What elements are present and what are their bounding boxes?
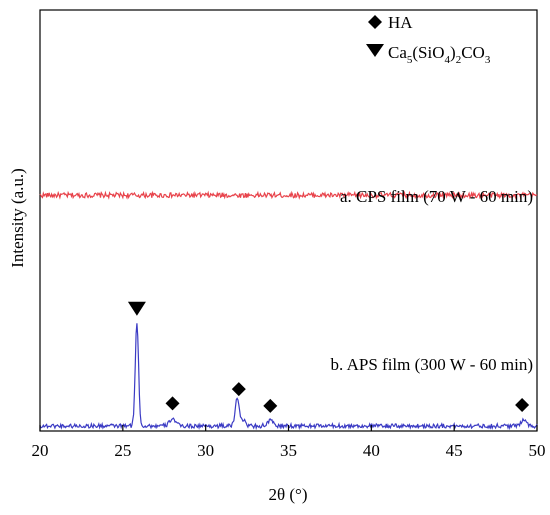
x-tick-label: 25 — [114, 441, 131, 460]
x-tick-label: 20 — [32, 441, 49, 460]
formula-part: (SiO — [412, 43, 444, 62]
diamond-marker — [165, 396, 180, 411]
diamond-marker — [263, 398, 278, 413]
x-tick-label: 30 — [197, 441, 214, 460]
series-a-annotation: a. CPS film (70 W - 60 min) — [340, 187, 533, 206]
formula-subscript: 5 — [407, 54, 413, 66]
formula-part: ) — [450, 43, 456, 62]
x-tick-label: 35 — [280, 441, 297, 460]
series-a-line — [39, 190, 538, 200]
legend: HA Ca5(SiO4)2CO3 — [366, 13, 491, 66]
y-axis-title: Intensity (a.u.) — [8, 168, 27, 268]
x-tick-label: 50 — [529, 441, 546, 460]
phase-markers — [127, 301, 530, 413]
formula-subscript: 4 — [445, 54, 451, 66]
diamond-marker — [231, 382, 246, 397]
formula-part: Ca — [388, 43, 407, 62]
legend-diamond-icon — [368, 15, 382, 29]
legend-label-ha: HA — [388, 13, 413, 32]
formula-subscript: 2 — [456, 54, 462, 66]
x-axis-title: 2θ (°) — [268, 485, 307, 504]
formula-subscript: 3 — [485, 54, 491, 66]
legend-label-carbonate: Ca5(SiO4)2CO3 — [388, 43, 491, 66]
diamond-marker — [515, 398, 530, 413]
x-axis: 20 25 30 35 40 45 50 — [32, 425, 546, 460]
legend-triangle-down-icon — [366, 44, 384, 57]
triangle-down-marker — [127, 301, 146, 316]
x-tick-label: 40 — [363, 441, 380, 460]
formula-part: CO — [461, 43, 485, 62]
x-tick-label: 45 — [446, 441, 463, 460]
series-b-annotation: b. APS film (300 W - 60 min) — [331, 355, 533, 374]
